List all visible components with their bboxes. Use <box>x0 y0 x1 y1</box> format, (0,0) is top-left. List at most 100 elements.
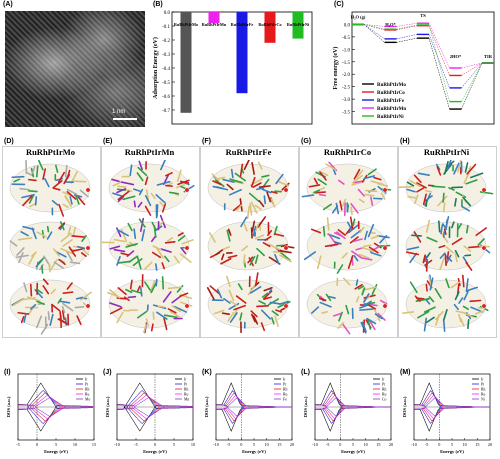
bond <box>117 190 130 201</box>
bond <box>448 187 455 191</box>
bond <box>109 302 122 308</box>
bond <box>34 196 38 206</box>
bond <box>322 225 326 237</box>
bond <box>353 254 359 262</box>
bond <box>443 320 446 332</box>
bond <box>380 192 386 200</box>
x-tick-label: 10 <box>191 442 195 447</box>
bond <box>221 312 231 315</box>
bond <box>477 238 485 246</box>
bond <box>250 176 256 188</box>
adsorbate <box>283 187 289 193</box>
cluster-outline <box>108 221 190 271</box>
bond <box>367 318 372 330</box>
bond <box>360 246 375 252</box>
bond <box>339 200 343 211</box>
bond <box>247 284 256 296</box>
bond <box>316 255 322 270</box>
bond <box>133 228 137 240</box>
bond <box>53 261 64 269</box>
connector <box>461 62 483 89</box>
bond <box>454 291 460 301</box>
dos-curve-up <box>314 382 391 408</box>
bond <box>279 254 292 263</box>
legend-label: Ni <box>481 398 485 402</box>
y-tick-label: -3.0 <box>342 98 350 103</box>
legend-label: Ir <box>85 378 88 382</box>
bond <box>440 224 444 235</box>
x-tick-label: 5 <box>451 442 453 447</box>
dos-chart: -10 -5 0 5 10 15 20 Energy (eV) DOS (a.u.) IrPtRh… <box>204 373 294 454</box>
bond <box>366 317 377 325</box>
x-tick-label: 20 <box>389 442 393 447</box>
bond <box>164 255 170 263</box>
bond <box>47 311 50 321</box>
bond <box>352 180 363 184</box>
bond <box>133 200 136 208</box>
panel-label-j: (J) <box>103 369 112 376</box>
bond <box>474 310 485 315</box>
bond <box>74 305 85 309</box>
x-tick-label: -10 <box>114 442 120 447</box>
bond <box>112 181 121 187</box>
bond <box>136 255 142 270</box>
bond <box>243 160 250 171</box>
bond <box>455 191 467 198</box>
bond <box>16 247 25 256</box>
bond <box>138 160 143 171</box>
bond <box>212 185 225 190</box>
x-tick-label: 0 <box>36 442 38 447</box>
bond <box>446 251 450 260</box>
bond <box>23 282 28 293</box>
connector <box>428 38 450 110</box>
bond <box>125 243 138 248</box>
x-axis-label: Energy (eV) <box>440 449 464 454</box>
bond <box>151 251 162 259</box>
bond <box>277 249 292 254</box>
bond <box>52 180 63 189</box>
bond <box>181 239 194 245</box>
cluster-model <box>107 274 193 334</box>
bond <box>335 202 340 215</box>
bar <box>236 12 248 94</box>
bond <box>364 193 375 197</box>
bond <box>132 258 143 267</box>
bond <box>150 323 154 332</box>
bond <box>216 288 223 299</box>
bond <box>206 287 215 300</box>
bond <box>423 317 427 332</box>
bond <box>274 190 282 193</box>
cluster-model <box>398 160 494 213</box>
bond <box>461 205 471 212</box>
bond <box>138 188 144 196</box>
bond <box>28 178 37 182</box>
bond <box>436 166 442 176</box>
bond <box>139 286 143 297</box>
bond <box>57 171 66 183</box>
bond <box>319 297 327 302</box>
panel-label-a: (A) <box>3 1 13 8</box>
bond <box>136 310 148 319</box>
bond <box>263 287 273 292</box>
tem-image <box>5 11 145 127</box>
x-tick-label: 15 <box>376 442 380 447</box>
bond <box>157 305 165 308</box>
dos-curve-up <box>18 397 93 408</box>
bond <box>413 174 422 183</box>
x-tick-label: -5 <box>227 442 231 447</box>
bond <box>223 297 231 304</box>
bond <box>278 300 289 305</box>
legend-label: RuRhPtIrNi <box>377 115 404 120</box>
x-tick-label: 20 <box>290 442 294 447</box>
bond <box>261 174 270 178</box>
bond <box>467 319 470 330</box>
legend-label: Pt <box>481 383 485 387</box>
dos-curve-up <box>215 382 292 408</box>
bond <box>61 305 66 314</box>
legend-label: Ru <box>184 393 189 397</box>
bond <box>271 310 279 316</box>
bond <box>222 246 230 251</box>
bond <box>125 288 133 294</box>
bond <box>179 253 192 263</box>
cluster-views <box>206 160 295 334</box>
